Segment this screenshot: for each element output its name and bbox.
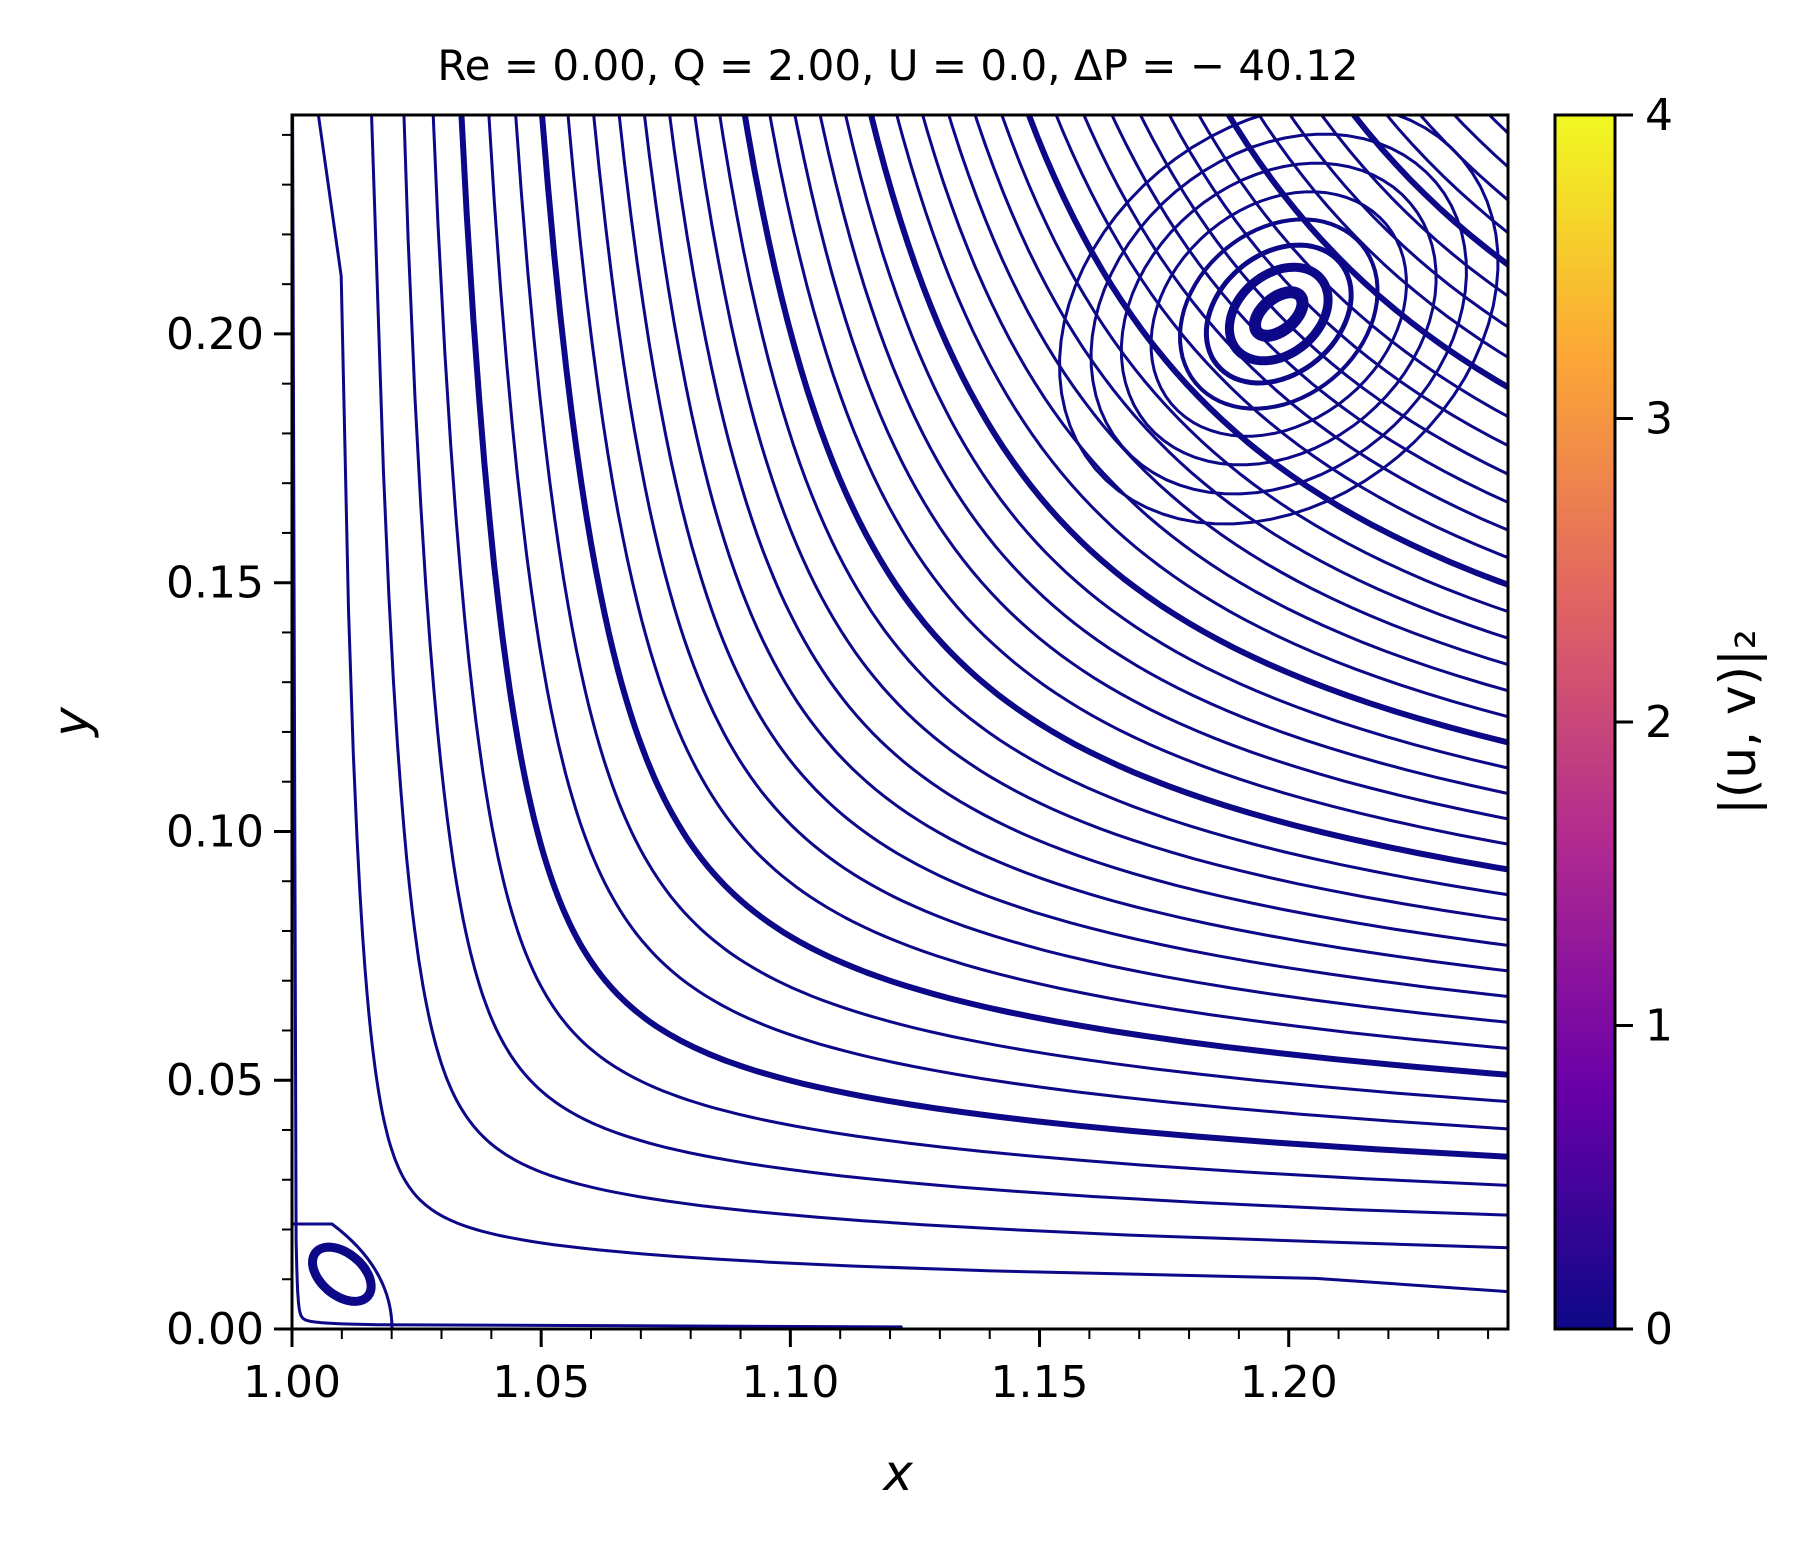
x-tick-label: 1.05	[492, 1357, 590, 1408]
streamline	[458, 115, 1508, 1160]
streamline	[1225, 115, 1508, 391]
plot-frame	[290, 113, 1510, 1331]
streamline	[1257, 115, 1508, 360]
streamline	[1288, 115, 1508, 329]
colorbar	[1553, 113, 1617, 1331]
x-tick-label: 1.20	[1240, 1357, 1338, 1408]
vortex-loop	[1249, 286, 1309, 342]
streamline	[1138, 115, 1508, 476]
colorbar-tick-label: 3	[1645, 394, 1673, 445]
streamline	[718, 115, 1508, 897]
streamline	[818, 115, 1508, 796]
y-axis-ticks: 0.00 0.05 0.10 0.15 0.20	[166, 133, 292, 1355]
vortex-loop	[1224, 262, 1333, 366]
colorbar-tick-label: 2	[1645, 697, 1673, 748]
streamline	[1452, 115, 1508, 169]
streamline	[316, 115, 1508, 1294]
streamline	[592, 115, 1508, 1024]
streamline	[431, 115, 1508, 1187]
vortex-loop	[1119, 161, 1438, 467]
y-tick-label: 0.20	[166, 309, 264, 360]
streamline	[768, 115, 1508, 846]
streamline	[668, 115, 1508, 947]
colorbar-tick-label: 1	[1645, 1001, 1673, 1052]
streamline	[370, 115, 1508, 1250]
colorbar-label: |(u, v)|₂	[1709, 629, 1767, 815]
colorbar-tick-label: 4	[1645, 90, 1673, 141]
streamline	[868, 115, 1508, 746]
streamline	[487, 115, 1508, 1131]
streamline	[693, 115, 1508, 922]
streamline	[973, 115, 1508, 640]
streamline	[741, 115, 1508, 873]
vortex-loop	[1149, 190, 1408, 438]
streamline	[947, 115, 1508, 667]
streamline	[921, 115, 1508, 693]
streamline	[642, 115, 1508, 973]
streamline	[292, 115, 903, 1329]
streamline	[1319, 115, 1508, 298]
streamline	[566, 115, 1508, 1050]
streamline	[1167, 115, 1508, 448]
y-tick-label: 0.10	[166, 806, 264, 857]
vortex-loop	[1178, 217, 1380, 411]
streamlines-group	[292, 115, 1508, 1329]
y-tick-label: 0.00	[166, 1304, 264, 1355]
vortex-loop	[1203, 242, 1354, 386]
x-tick-label: 1.15	[991, 1357, 1089, 1408]
streamline	[1350, 115, 1508, 269]
x-tick-label: 1.00	[243, 1357, 341, 1408]
y-axis-label: y	[42, 706, 100, 739]
streamline	[402, 115, 1508, 1217]
y-tick-label: 0.15	[166, 558, 264, 609]
vortex-loop	[1058, 115, 1500, 526]
colorbar-ticks: 0 1 2 3 4	[1615, 90, 1673, 1355]
corner-vortex-loop	[308, 1242, 376, 1306]
corner-separatrix	[292, 1222, 394, 1329]
x-axis-label: x	[881, 1444, 913, 1502]
streamline	[1384, 115, 1508, 235]
streamline	[844, 115, 1508, 770]
chart-title: Re = 0.00, Q = 2.00, U = 0.0, ΔP = − 40.…	[437, 41, 1358, 90]
x-tick-label: 1.10	[741, 1357, 839, 1408]
streamline	[617, 115, 1508, 998]
streamline	[514, 115, 1508, 1103]
x-axis-ticks: 1.00 1.05 1.10 1.15 1.20	[243, 1329, 1490, 1408]
streamline	[539, 115, 1508, 1078]
streamline	[1054, 115, 1508, 560]
streamline	[1000, 115, 1508, 614]
streamline	[793, 115, 1508, 821]
y-tick-label: 0.05	[166, 1055, 264, 1106]
streamline	[1197, 115, 1508, 419]
streamline	[1025, 115, 1508, 588]
colorbar-tick-label: 0	[1645, 1304, 1673, 1355]
streamline	[895, 115, 1508, 719]
vortex-loop	[1089, 132, 1468, 496]
